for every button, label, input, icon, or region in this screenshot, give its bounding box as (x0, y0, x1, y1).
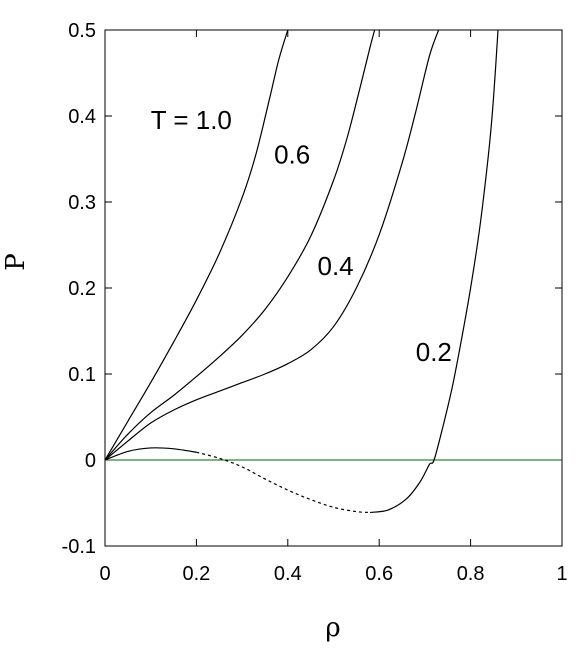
series-line-4 (104, 447, 197, 461)
x-tick-label: 0.6 (365, 563, 393, 585)
y-axis-label: P (1, 253, 31, 271)
y-tick-label: -0.1 (62, 536, 96, 558)
annotations: T = 1.0 0.6 0.4 0.2 (151, 105, 452, 367)
y-tick-label: 0.5 (68, 20, 96, 42)
series-label-4: 0.2 (416, 337, 452, 367)
y-tick-label: 0.2 (68, 278, 96, 300)
series-label-3: 0.4 (318, 251, 354, 281)
y-tick-label: 0 (85, 450, 96, 472)
ticks: 0 0.2 0.4 0.6 0.8 1-0.100.10.20.30.40.5 (62, 20, 568, 585)
series-line-1 (104, 29, 289, 461)
x-tick-label: 0.8 (457, 563, 485, 585)
x-tick-label: 0.2 (182, 563, 210, 585)
series-line-6 (369, 29, 499, 514)
curves (104, 29, 499, 514)
y-tick-label: 0.3 (68, 192, 96, 214)
x-tick-label: 0 (99, 563, 110, 585)
series-label-1: T = 1.0 (151, 105, 232, 135)
y-tick-label: 0.4 (68, 106, 96, 128)
series-line-3 (104, 29, 440, 461)
series-line-5 (196, 451, 371, 514)
x-axis-label: ρ (325, 613, 340, 643)
y-tick-label: 0.1 (68, 364, 96, 386)
series-label-2: 0.6 (274, 139, 310, 169)
x-tick-label: 0.4 (274, 563, 302, 585)
x-tick-label: 1 (556, 563, 567, 585)
series-line-2 (104, 29, 376, 461)
